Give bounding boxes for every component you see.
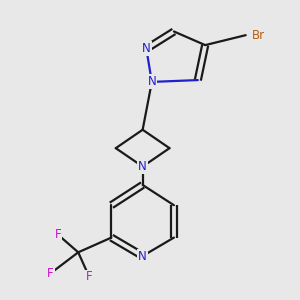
Text: Br: Br <box>252 29 266 42</box>
Text: N: N <box>142 42 151 55</box>
Text: F: F <box>47 267 54 280</box>
Text: F: F <box>55 228 61 241</box>
Text: N: N <box>148 75 156 88</box>
Text: N: N <box>138 250 147 262</box>
Text: F: F <box>86 271 93 284</box>
Text: N: N <box>138 160 147 173</box>
